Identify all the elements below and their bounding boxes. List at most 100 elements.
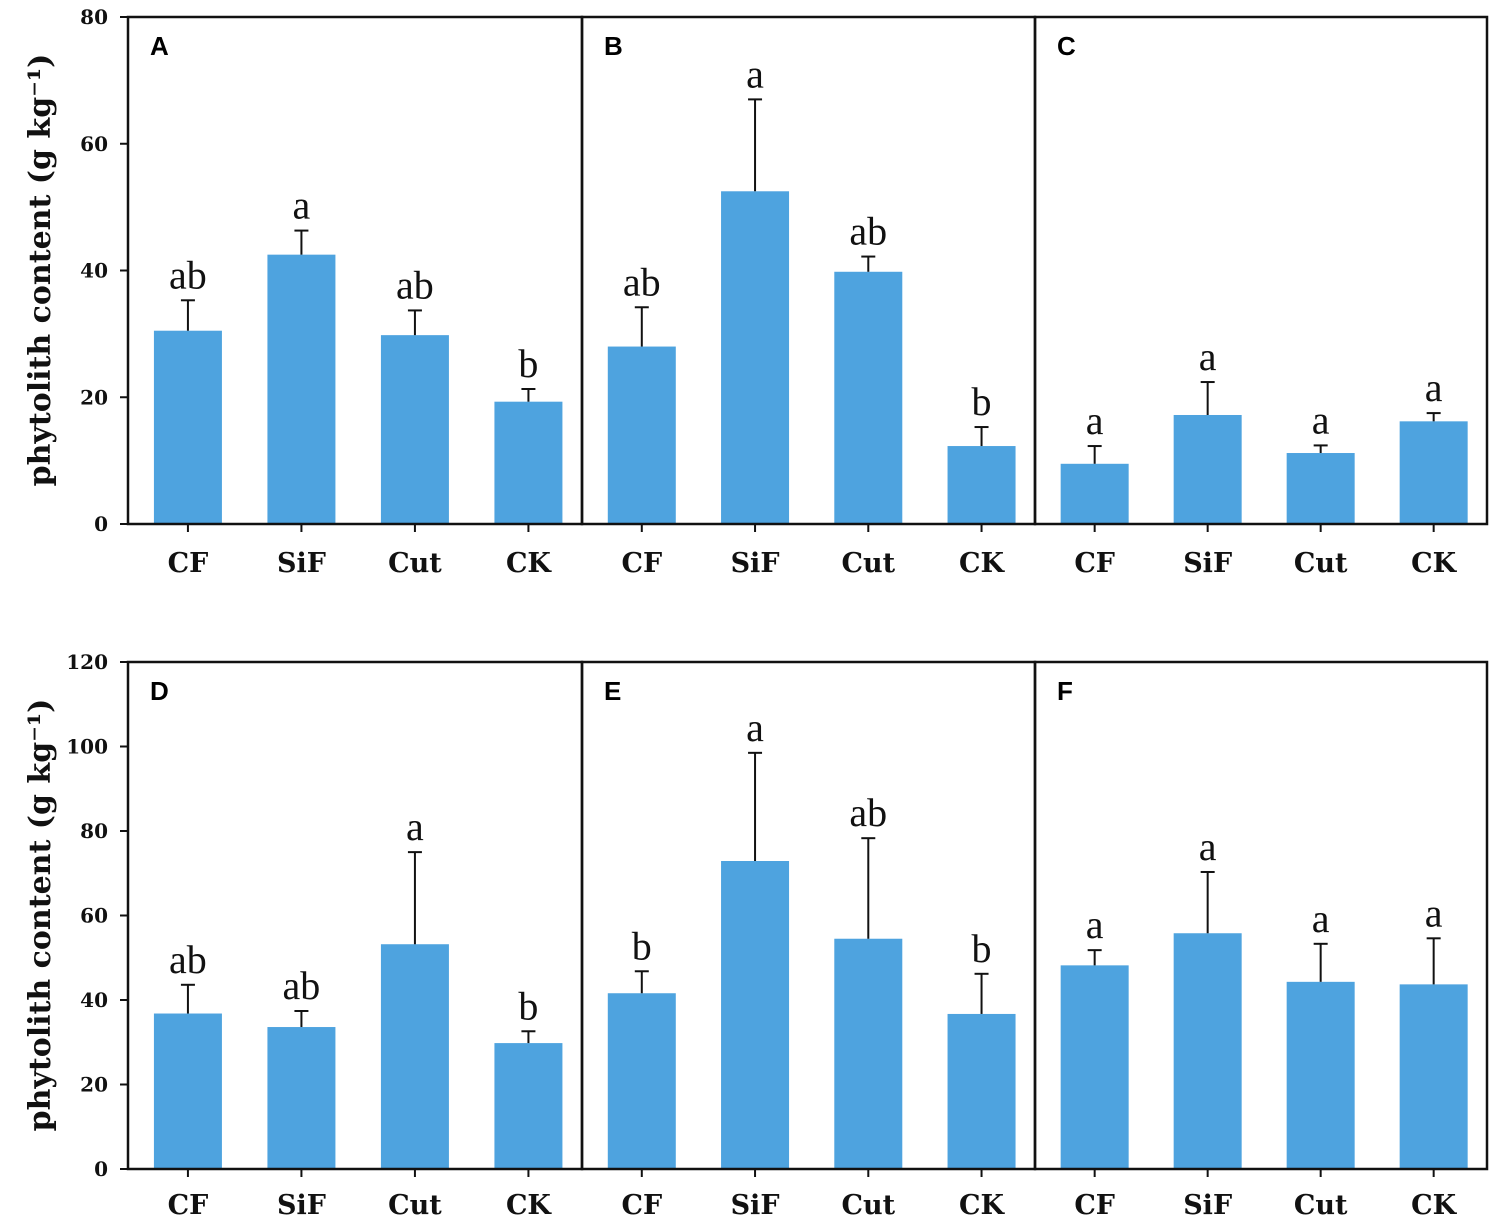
bar-cf [153, 1013, 222, 1169]
significance-label: b [518, 341, 538, 386]
panel-frame [1033, 660, 1489, 1171]
panel-frame [1033, 15, 1489, 526]
y-tick-label: 0 [94, 1157, 108, 1181]
significance-label: a [1199, 824, 1217, 869]
bar-ck [494, 1043, 563, 1169]
bar-sif [267, 254, 336, 524]
x-tick-label: CF [168, 548, 209, 579]
x-tick-label: CF [621, 548, 662, 579]
x-tick-label: CF [1074, 1190, 1115, 1221]
bar-sif [267, 1027, 336, 1169]
bar-ck [494, 401, 563, 524]
x-tick-label: SiF [277, 1190, 326, 1221]
panel-label: E [604, 676, 621, 706]
x-tick-label: SiF [731, 1190, 780, 1221]
x-tick-label: Cut [388, 548, 442, 579]
significance-label: a [1086, 398, 1104, 443]
x-tick-label: CF [1074, 548, 1115, 579]
x-tick-label: Cut [1294, 548, 1348, 579]
x-tick-label: CK [1411, 1190, 1457, 1221]
significance-label: ab [849, 209, 887, 254]
significance-label: a [746, 705, 764, 750]
x-tick-label: CF [621, 1190, 662, 1221]
bar-cf [607, 993, 676, 1169]
y-tick-label: 100 [66, 735, 108, 759]
bar-ck [947, 1013, 1016, 1169]
bar-ck [1399, 984, 1468, 1169]
y-tick-label: 0 [94, 512, 108, 536]
bar-cf [607, 346, 676, 524]
bar-cut [380, 335, 449, 524]
bar-ck [947, 446, 1016, 524]
significance-label: b [518, 983, 538, 1028]
bar-cut [1286, 981, 1355, 1169]
bottom-row-charts: phytolith content (g kg⁻¹) 0 20 40 60 80 100 12… [23, 650, 1489, 1221]
panel-f: Fa CF a SiF a Cut a CK [1033, 660, 1489, 1221]
x-tick-label: CK [1411, 548, 1457, 579]
y-tick-label: 60 [80, 132, 108, 156]
significance-label: a [1312, 896, 1330, 941]
x-tick-label: CK [959, 548, 1005, 579]
x-tick-label: Cut [388, 1190, 442, 1221]
y-tick-label: 20 [80, 1073, 108, 1097]
significance-label: ab [623, 259, 661, 304]
x-tick-label: Cut [841, 1190, 895, 1221]
top-row-charts: phytolith content (g kg⁻¹)020406080AabCF… [23, 5, 1489, 579]
x-tick-label: SiF [1183, 548, 1232, 579]
y-axis-title: phytolith content (g kg⁻¹) [23, 699, 58, 1132]
y-tick-label: 20 [80, 385, 108, 409]
panel-e: Eb CF a SiF ab Cut b CK [580, 660, 1037, 1221]
y-tick-label: 40 [80, 259, 108, 283]
significance-label: b [632, 923, 652, 968]
panel-a: Aab CF a SiF ab Cut b CK [126, 15, 584, 579]
panel-label: B [604, 31, 623, 61]
bar-sif [721, 860, 790, 1169]
bar-cut [834, 938, 903, 1169]
panel-label: A [150, 31, 169, 61]
x-tick-label: CK [506, 1190, 552, 1221]
significance-label: a [293, 183, 311, 228]
y-tick-label: 80 [80, 5, 108, 29]
panel-label: C [1057, 31, 1076, 61]
x-tick-label: CF [168, 1190, 209, 1221]
y-axis-title: phytolith content (g kg⁻¹) [23, 54, 58, 487]
significance-label: ab [283, 963, 321, 1008]
bar-cut [834, 271, 903, 524]
y-tick-label: 60 [80, 904, 108, 928]
x-tick-label: SiF [277, 548, 326, 579]
y-tick-label: 120 [66, 650, 108, 674]
x-tick-label: Cut [841, 548, 895, 579]
bar-sif [1173, 414, 1242, 524]
x-tick-label: SiF [731, 548, 780, 579]
significance-label: a [1199, 334, 1217, 379]
significance-label: ab [169, 937, 207, 982]
significance-label: ab [849, 790, 887, 835]
panel-b: Bab CF a SiF ab Cut b CK [580, 15, 1037, 579]
significance-label: a [746, 51, 764, 96]
bar-sif [1173, 933, 1242, 1169]
x-tick-label: CK [959, 1190, 1005, 1221]
x-tick-label: Cut [1294, 1190, 1348, 1221]
significance-label: a [1312, 397, 1330, 442]
significance-label: a [1086, 902, 1104, 947]
bar-cut [1286, 453, 1355, 524]
bar-cut [380, 944, 449, 1169]
bar-cf [1060, 965, 1129, 1169]
significance-label: a [1425, 890, 1443, 935]
y-tick-label: 80 [80, 819, 108, 843]
x-tick-label: SiF [1183, 1190, 1232, 1221]
significance-label: ab [169, 252, 207, 297]
y-tick-label: 40 [80, 988, 108, 1012]
panel-label: D [150, 676, 169, 706]
significance-label: b [972, 379, 992, 424]
x-tick-label: CK [506, 548, 552, 579]
significance-label: a [406, 804, 424, 849]
significance-label: b [972, 926, 992, 971]
significance-label: a [1425, 365, 1443, 410]
significance-label: ab [396, 262, 434, 307]
bar-ck [1399, 421, 1468, 524]
panel-c: Ca CF a SiF a Cut a CK [1033, 15, 1489, 579]
bar-cf [1060, 463, 1129, 524]
panel-d: Dab CF ab SiF a Cut b CK [126, 660, 584, 1221]
